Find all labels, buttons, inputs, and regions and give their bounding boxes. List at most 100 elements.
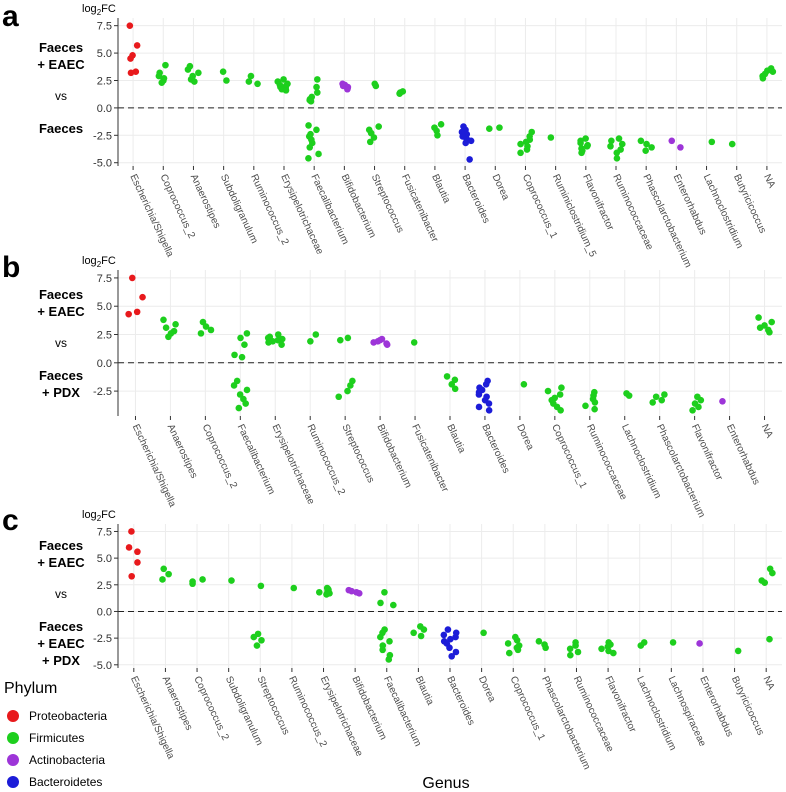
data-point [513,636,521,644]
data-point [462,139,469,147]
legend-label-proteobacteria: Proteobacteria [29,709,107,723]
y-tick-label: 0.0 [97,103,112,115]
comparison-label: Faeces [39,287,83,302]
data-point [557,407,564,414]
data-point [242,400,249,407]
data-point [637,642,645,649]
data-point [578,149,585,157]
x-tick-label: Coprococcus_2 [191,675,231,743]
data-point [572,642,579,649]
data-point [305,122,312,129]
data-point [347,382,354,389]
data-point [615,135,623,142]
data-point [696,640,703,647]
data-point [134,559,141,566]
x-tick-label: Blautia [429,173,452,206]
data-point [544,387,552,395]
x-tick-label: Bifidobacterium [374,423,413,490]
comparison-label: + PDX [42,653,80,668]
data-point [582,402,589,410]
legend-label-firmicutes: Firmicutes [29,731,84,745]
data-point [323,591,330,598]
data-point [598,645,605,653]
data-point [162,324,170,332]
data-point [608,137,615,145]
y-tick-label: 0.0 [97,606,112,618]
data-point [769,68,777,76]
data-point [475,391,483,398]
y-tick-label: 5.0 [97,48,112,60]
x-tick-label: Ruminococcus_2 [304,423,347,498]
data-point [486,125,493,133]
x-tick-label: Flavonifractor [602,675,638,735]
data-point [235,404,243,412]
data-point [307,338,314,345]
data-point [396,90,403,97]
x-tick-label: NA [760,675,776,693]
data-point [228,577,235,584]
x-tick-label: Streptococcus [369,173,406,235]
data-point [769,569,776,577]
data-point [243,330,251,337]
y-axis-label: log2FC [82,509,116,523]
data-point [708,138,716,146]
x-tick-label: Fusicatenibacter [409,423,450,495]
data-point [258,636,265,644]
x-tick-label: Dorea [490,173,512,203]
data-point [336,336,344,344]
data-point [377,633,384,641]
x-tick-label: Bacteroides [479,423,511,476]
y-axis-label: log2FC [82,255,116,269]
data-point [290,584,298,592]
data-point [591,405,598,413]
comparison-label: + EAEC [37,555,85,570]
y-tick-label: -2.5 [93,130,112,142]
data-point [734,647,742,655]
data-point [485,400,493,407]
y-tick-label: -2.5 [93,386,112,398]
data-point [637,137,645,145]
data-point [274,331,282,338]
data-point [668,137,676,145]
data-point [159,576,166,583]
comparison-label: vs [55,89,67,103]
data-point [379,646,386,654]
x-axis-title: Genus [422,775,469,792]
data-point [355,590,363,597]
panel-b: b Faeces + EAEC vs Faeces + PDX log2FC 7.5 5.0 2.… [2,251,782,519]
data-point [127,55,134,62]
x-tick-label: Bacteroides [459,173,491,226]
data-point [307,98,315,105]
data-point [315,150,322,158]
y-tick-label: -2.5 [93,633,112,645]
comparison-label: vs [55,587,67,601]
data-point [643,140,650,148]
data-point [125,544,133,551]
panel-letter: a [2,0,19,33]
data-point [759,74,767,82]
comparison-label: + PDX [42,385,80,400]
x-tick-label: Enterorhabdus [697,675,735,739]
data-point [613,149,621,157]
y-tick-label: 7.5 [97,526,112,538]
data-point [370,339,377,346]
x-tick-label: Ruminococcaceae [584,423,629,503]
data-point [567,651,574,659]
data-point [766,635,773,643]
y-axis-label: log2FC [82,3,116,17]
legend-title: Phylum [4,680,57,697]
data-point [451,385,459,393]
comparison-label: Faeces [39,619,83,634]
legend-swatch-bacteroidetes [7,776,19,788]
y-tick-label: 0.0 [97,358,112,370]
comparison-label: Faeces [39,538,83,553]
data-point [197,330,205,337]
x-tick-label: Coprococcus_2 [200,423,240,491]
x-tick-label: Anaerostipes [165,423,200,481]
data-point [377,599,384,607]
data-point [127,69,135,77]
data-point [335,393,343,401]
data-point [243,386,251,394]
data-point [517,149,524,157]
